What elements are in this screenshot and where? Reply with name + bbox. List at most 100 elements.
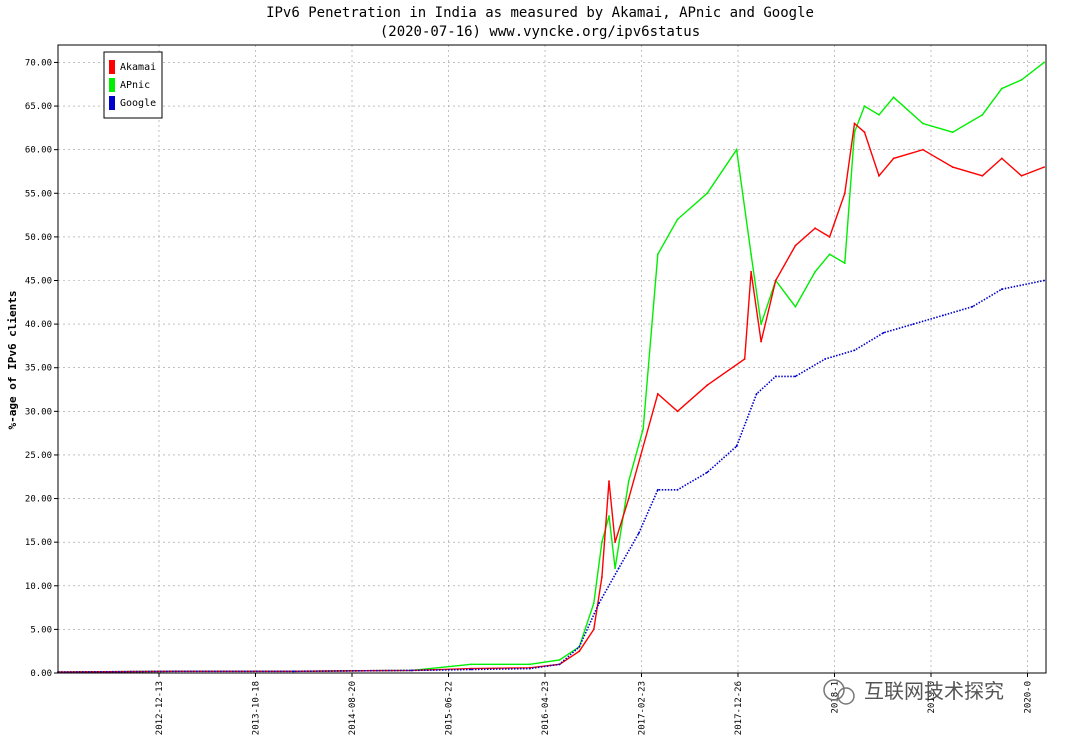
- data-point-akamai: [1043, 166, 1045, 169]
- y-tick-label: 0.00: [30, 669, 52, 679]
- data-point-google: [774, 375, 777, 378]
- data-point-google: [942, 314, 944, 317]
- x-tick-label: 2016-04-23: [541, 681, 551, 735]
- series-line-apnic: [57, 61, 1045, 673]
- data-point-google: [853, 349, 856, 352]
- data-point-apnic: [951, 131, 954, 134]
- y-tick-label: 30.00: [25, 407, 52, 417]
- y-tick-label: 15.00: [25, 538, 52, 548]
- data-point-apnic: [558, 659, 561, 661]
- data-point-akamai: [578, 650, 581, 653]
- legend-label-akamai: Akamai: [120, 62, 156, 73]
- data-point-apnic: [1043, 61, 1045, 64]
- data-point-apnic: [750, 253, 752, 256]
- data-point-apnic: [676, 218, 679, 221]
- data-point-akamai: [601, 576, 603, 578]
- legend-label-google: Google: [120, 98, 156, 109]
- y-axis-ticks: 0.00 5.00 10.00 15.00 20.00 25.00 30.00 35.00 40…: [25, 58, 58, 679]
- y-tick-label: 5.00: [30, 625, 52, 635]
- data-point-akamai: [676, 410, 679, 413]
- data-point-apnic: [470, 663, 472, 666]
- data-point-akamai: [614, 541, 616, 544]
- chart-subtitle: (2020-07-16) www.vyncke.org/ipv6status: [380, 24, 700, 40]
- data-point-google: [1000, 288, 1003, 291]
- data-point-apnic: [863, 105, 866, 107]
- data-point-akamai: [627, 497, 630, 500]
- data-point-akamai: [706, 384, 709, 387]
- data-point-apnic: [627, 480, 630, 482]
- y-tick-label: 10.00: [25, 582, 52, 592]
- data-point-google: [470, 668, 472, 671]
- data-point-akamai: [656, 393, 659, 395]
- data-point-akamai: [981, 174, 984, 177]
- data-point-google: [735, 445, 738, 448]
- series-lines: [57, 61, 1045, 673]
- data-point-apnic: [814, 270, 816, 273]
- x-tick-label: 2014-08-20: [348, 681, 358, 735]
- data-point-google: [529, 667, 531, 670]
- data-point-apnic: [706, 192, 709, 195]
- data-point-apnic: [608, 515, 610, 517]
- y-tick-label: 60.00: [25, 146, 52, 156]
- data-point-google: [292, 670, 295, 673]
- legend-label-apnic: APnic: [120, 80, 150, 91]
- data-point-akamai: [760, 340, 762, 343]
- legend-swatch-google: [109, 96, 115, 110]
- y-axis-label: %-age of IPv6 clients: [6, 290, 19, 429]
- legend-swatch-apnic: [109, 78, 115, 92]
- plot-frame: [57, 44, 1047, 674]
- y-tick-label: 45.00: [25, 277, 52, 287]
- watermark-text: 互联网技术探究: [864, 679, 1004, 703]
- y-tick-label: 25.00: [25, 451, 52, 461]
- data-point-google: [882, 331, 885, 334]
- x-tick-label: 2017-02-23: [638, 681, 648, 735]
- x-tick-label: 2018-1: [831, 681, 841, 714]
- wechat-icon-inner: [837, 687, 855, 705]
- data-point-apnic: [1020, 79, 1023, 81]
- data-point-akamai: [863, 131, 866, 134]
- series-line-akamai: [57, 122, 1045, 673]
- data-point-apnic: [922, 122, 924, 125]
- data-point-akamai: [814, 227, 816, 230]
- y-tick-label: 20.00: [25, 495, 52, 505]
- y-tick-label: 50.00: [25, 233, 52, 243]
- data-point-google: [824, 358, 826, 360]
- x-tick-label: 2020-0: [1024, 681, 1034, 714]
- data-point-akamai: [794, 244, 797, 247]
- y-tick-label: 65.00: [25, 102, 52, 112]
- legend-swatch-akamai: [109, 60, 115, 74]
- data-point-apnic: [601, 541, 603, 544]
- data-point-apnic: [592, 602, 595, 605]
- data-point-google: [794, 375, 797, 378]
- chart-title: IPv6 Penetration in India as measured by…: [266, 5, 814, 21]
- wechat-icon: [823, 679, 845, 701]
- watermark: 互联网技术探究: [823, 679, 1004, 705]
- data-point-google: [656, 488, 659, 491]
- data-point-apnic: [843, 262, 846, 264]
- data-point-google: [175, 670, 177, 673]
- y-tick-label: 35.00: [25, 364, 52, 374]
- x-tick-label: 2019-0: [927, 681, 937, 714]
- data-point-apnic: [981, 113, 984, 116]
- data-point-google: [637, 532, 640, 535]
- data-point-google: [706, 471, 709, 474]
- data-point-apnic: [828, 253, 831, 256]
- data-point-akamai: [951, 166, 954, 169]
- data-point-google: [578, 645, 581, 648]
- data-point-google: [558, 663, 561, 666]
- y-tick-label: 70.00: [25, 58, 52, 68]
- x-tick-label: 2013-10-18: [252, 681, 262, 735]
- x-tick-label: 2015-06-22: [445, 681, 455, 735]
- data-point-google: [676, 488, 679, 491]
- series-line-google: [57, 279, 1045, 673]
- data-point-apnic: [760, 323, 762, 325]
- data-point-apnic: [642, 427, 645, 430]
- data-point-akamai: [843, 192, 846, 195]
- data-point-google: [617, 567, 620, 570]
- data-point-apnic: [892, 96, 895, 99]
- data-point-akamai: [1000, 157, 1003, 160]
- data-point-google: [1043, 279, 1045, 282]
- data-point-akamai: [608, 480, 610, 482]
- grid-lines: [58, 45, 1046, 674]
